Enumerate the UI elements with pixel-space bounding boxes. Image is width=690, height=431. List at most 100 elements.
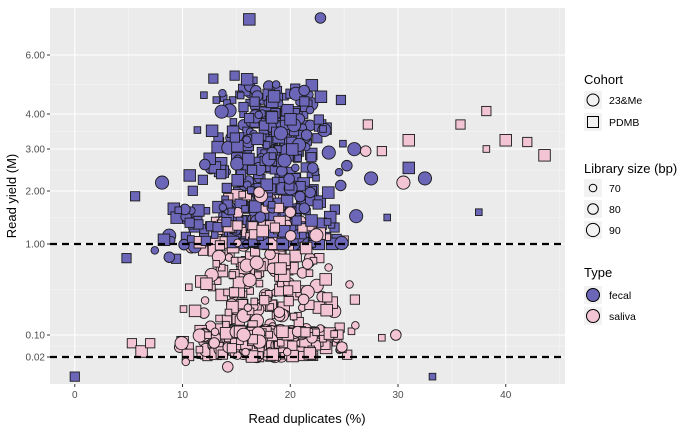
legend: Cohort 23&Me PDMB Library size (bp) 70 8… <box>584 72 677 325</box>
x-tick-label: 10 <box>177 390 189 401</box>
y-tick-label: 3.00 <box>26 145 46 156</box>
legend-key-size-80 <box>587 203 599 215</box>
data-point-saliva-square <box>212 260 221 268</box>
data-point-fecal-circle <box>364 171 379 186</box>
data-point-fecal-square <box>187 235 195 243</box>
reference-lines <box>50 242 565 359</box>
data-point-fecal-square <box>249 96 260 107</box>
data-point-saliva-square <box>455 119 466 130</box>
data-point-fecal-circle <box>305 105 315 115</box>
data-point-fecal-square <box>242 152 255 166</box>
data-point-fecal-circle <box>321 145 336 160</box>
data-point-fecal-square <box>249 200 262 213</box>
legend-label-size-80: 80 <box>609 204 621 216</box>
legend-key-size-70 <box>588 183 598 193</box>
data-point-saliva-square <box>214 240 226 251</box>
data-point-fecal-square <box>229 132 240 143</box>
data-point-saliva-square <box>287 340 298 351</box>
data-point-saliva-square <box>300 327 311 338</box>
data-point-saliva-square <box>276 339 285 347</box>
data-point-fecal-square <box>475 208 483 216</box>
data-point-saliva-square <box>222 320 230 329</box>
data-point-fecal-square <box>241 205 249 213</box>
data-point-saliva-circle <box>282 347 292 357</box>
data-point-fecal-circle <box>254 110 263 120</box>
data-point-fecal-square <box>238 101 249 113</box>
data-point-saliva-circle <box>359 145 372 157</box>
data-point-saliva-square <box>538 149 551 162</box>
data-point-fecal-square <box>174 206 183 215</box>
data-point-fecal-square <box>267 201 276 209</box>
legend-label-saliva: saliva <box>609 311 636 323</box>
y-tick-label: 2.00 <box>26 187 46 198</box>
data-point-fecal-square <box>212 222 223 233</box>
data-point-saliva-square <box>226 300 239 314</box>
data-point-fecal-circle <box>298 84 310 97</box>
y-axis-title: Read yield (M) <box>4 154 19 239</box>
data-point-fecal-square <box>251 132 264 146</box>
data-point-saliva-square <box>312 328 320 337</box>
data-point-saliva-square <box>322 292 333 303</box>
data-point-saliva-square <box>126 338 137 349</box>
y-tick-label: 0.02 <box>26 353 46 364</box>
data-point-saliva-circle <box>297 293 310 306</box>
data-point-saliva-square <box>362 119 373 130</box>
data-point-fecal-circle <box>199 158 211 171</box>
data-point-fecal-circle <box>242 135 251 144</box>
data-point-fecal-square <box>258 120 270 131</box>
data-point-fecal-circle <box>163 251 176 263</box>
data-point-fecal-square <box>247 186 255 194</box>
data-point-saliva-circle <box>243 303 253 312</box>
data-point-fecal-square <box>227 207 236 216</box>
data-point-fecal-square <box>229 118 238 126</box>
data-point-saliva-circle <box>284 206 297 218</box>
data-point-saliva-circle <box>284 230 297 242</box>
data-point-fecal-square <box>130 191 141 202</box>
data-point-fecal-square <box>383 213 392 222</box>
data-point-saliva-square <box>299 241 313 255</box>
data-point-fecal-circle <box>347 142 362 157</box>
data-point-fecal-square <box>184 217 195 228</box>
data-point-saliva-square <box>499 134 512 147</box>
legend-key-size-90 <box>585 222 601 238</box>
data-point-fecal-square <box>262 141 271 149</box>
data-point-saliva-square <box>188 304 202 318</box>
data-point-saliva-square <box>378 333 386 342</box>
data-point-saliva-square <box>195 345 204 354</box>
data-point-fecal-square <box>280 194 294 208</box>
data-point-saliva-square <box>273 202 285 214</box>
legend-label-size-90: 90 <box>609 225 621 237</box>
data-point-saliva-square <box>238 190 246 199</box>
legend-label-fecal: fecal <box>609 290 631 302</box>
data-point-fecal-square <box>197 174 208 185</box>
data-point-saliva-square <box>266 303 275 311</box>
data-point-saliva-square <box>217 349 228 360</box>
data-point-fecal-circle <box>277 153 292 168</box>
data-point-fecal-circle <box>341 159 353 172</box>
y-tick-label: 6.00 <box>26 51 46 62</box>
data-point-fecal-square <box>305 214 318 227</box>
legend-label-size-70: 70 <box>609 183 621 195</box>
data-point-saliva-square <box>319 273 332 286</box>
data-point-fecal-circle <box>349 209 364 224</box>
data-point-fecal-square <box>306 152 317 163</box>
data-point-fecal-circle <box>334 179 347 192</box>
legend-title-library-size: Library size (bp) <box>584 161 677 176</box>
x-tick-label: 20 <box>285 390 297 401</box>
data-point-saliva-square <box>303 347 317 360</box>
data-point-fecal-square <box>312 199 323 210</box>
data-point-saliva-circle <box>242 273 257 288</box>
data-point-saliva-square <box>230 256 239 265</box>
data-point-fecal-circle <box>230 156 245 171</box>
data-point-fecal-square <box>339 139 347 148</box>
data-point-fecal-square <box>284 113 297 126</box>
data-point-fecal-circle <box>294 190 306 203</box>
data-point-saliva-square <box>283 296 294 307</box>
data-point-fecal-square <box>246 164 258 176</box>
data-point-fecal-square <box>319 125 327 133</box>
data-point-fecal-square <box>200 235 211 246</box>
data-point-saliva-square <box>250 297 259 306</box>
data-point-fecal-square <box>157 233 171 247</box>
data-point-saliva-square <box>342 349 353 360</box>
data-point-fecal-square <box>200 91 208 99</box>
